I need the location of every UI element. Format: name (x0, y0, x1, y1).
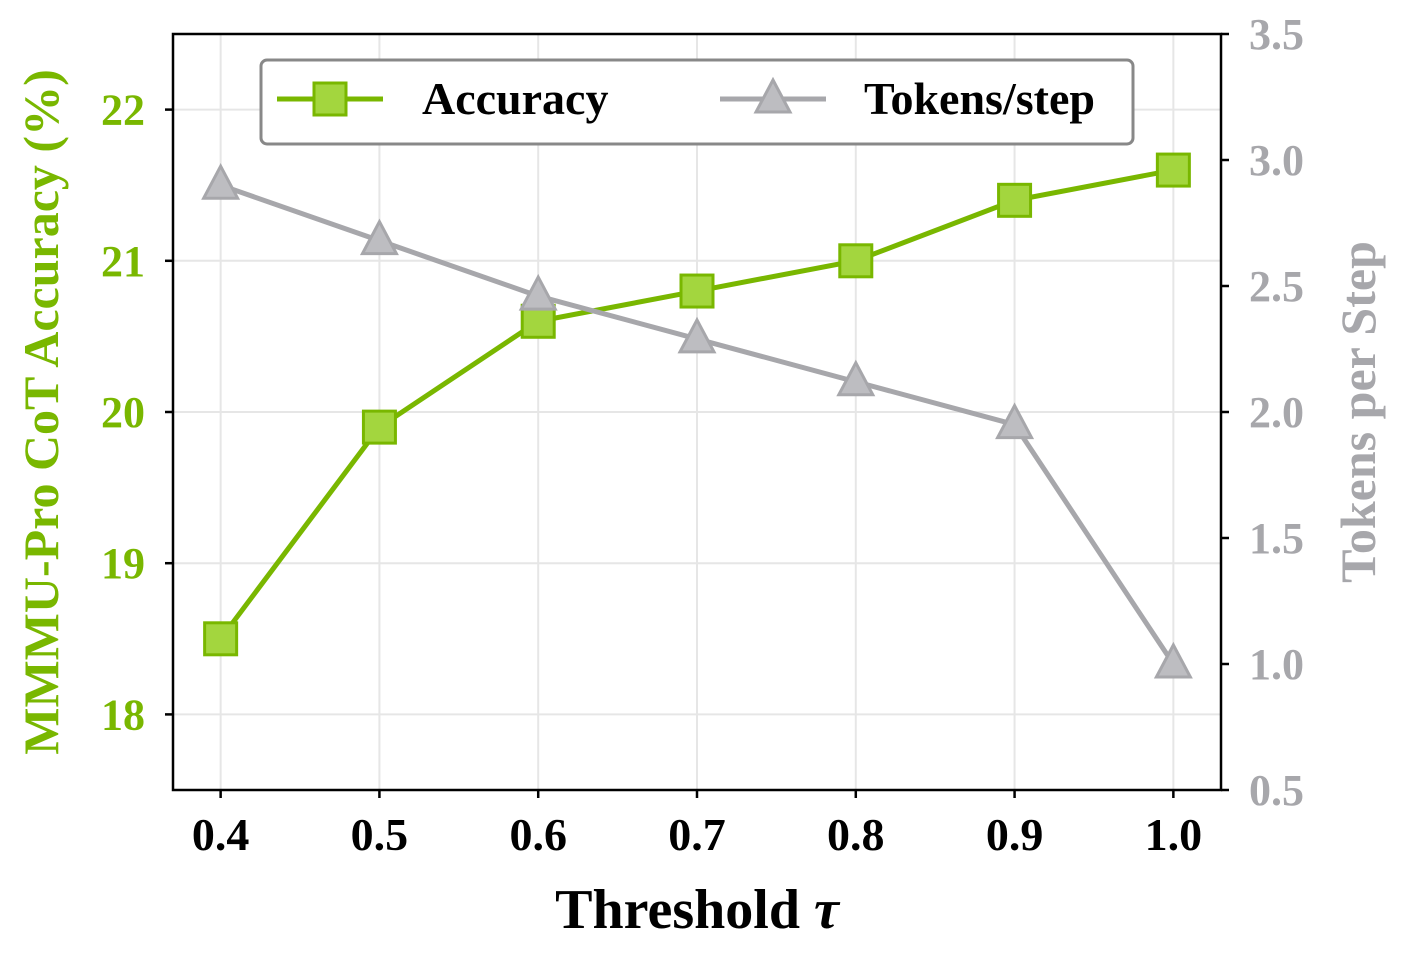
series-markers (201, 152, 1193, 679)
y-tick-label-left: 19 (101, 539, 145, 588)
x-tick-label: 0.6 (509, 809, 567, 860)
tokens-point (518, 273, 558, 311)
legend-accuracy-marker (312, 81, 348, 117)
y-axis-label-right: Tokens per Step (1330, 241, 1386, 583)
x-tick-label: 0.8 (827, 809, 885, 860)
x-tick-label: 0.9 (986, 809, 1044, 860)
accuracy-point (679, 273, 715, 309)
tokens-point (1153, 641, 1193, 679)
x-tick-label: 0.4 (192, 809, 250, 860)
tokens-point (836, 359, 876, 397)
legend-tokens-marker (753, 76, 793, 114)
accuracy-point (1155, 152, 1191, 188)
y-tick-label-right: 2.5 (1249, 262, 1304, 311)
legend-accuracy-label: Accuracy (422, 73, 608, 124)
y-axis-label-left: MMMU-Pro CoT Accuracy (%) (13, 69, 69, 754)
y-tick-label-right: 1.0 (1249, 640, 1304, 689)
legend: Accuracy Tokens/step (259, 58, 1135, 146)
tokens-point (359, 218, 399, 256)
y-tick-label-left: 22 (101, 86, 145, 135)
tokens-point (201, 163, 241, 200)
grid (173, 34, 1221, 790)
y-tick-label-right: 2.0 (1249, 388, 1304, 437)
y-tick-label-right: 3.0 (1249, 136, 1304, 185)
y-tick-label-right: 3.5 (1249, 10, 1304, 59)
legend-tokens-label: Tokens/step (864, 73, 1095, 124)
accuracy-point (203, 621, 239, 657)
accuracy-point (361, 409, 397, 445)
accuracy-point (838, 243, 874, 279)
x-tick-label: 0.5 (351, 809, 409, 860)
x-axis-label: Threshold τ (555, 879, 841, 941)
x-tick-label: 0.7 (668, 809, 726, 860)
tokens-point (995, 402, 1035, 440)
legend-frame (259, 58, 1135, 146)
accuracy-point (997, 182, 1033, 218)
x-tick-label: 1.0 (1145, 809, 1203, 860)
y-tick-label-left: 18 (101, 690, 145, 739)
y-tick-label-right: 0.5 (1249, 766, 1304, 815)
y-tick-label-right: 1.5 (1249, 514, 1304, 563)
y-tick-label-left: 20 (101, 388, 145, 437)
y-tick-label-left: 21 (101, 237, 145, 286)
ticks: 0.4 0.5 0.6 0.7 0.8 0.9 1.0 18 19 20 21 22 0.5 1.0 1.5… (101, 10, 1304, 860)
tokens-point (677, 316, 717, 354)
